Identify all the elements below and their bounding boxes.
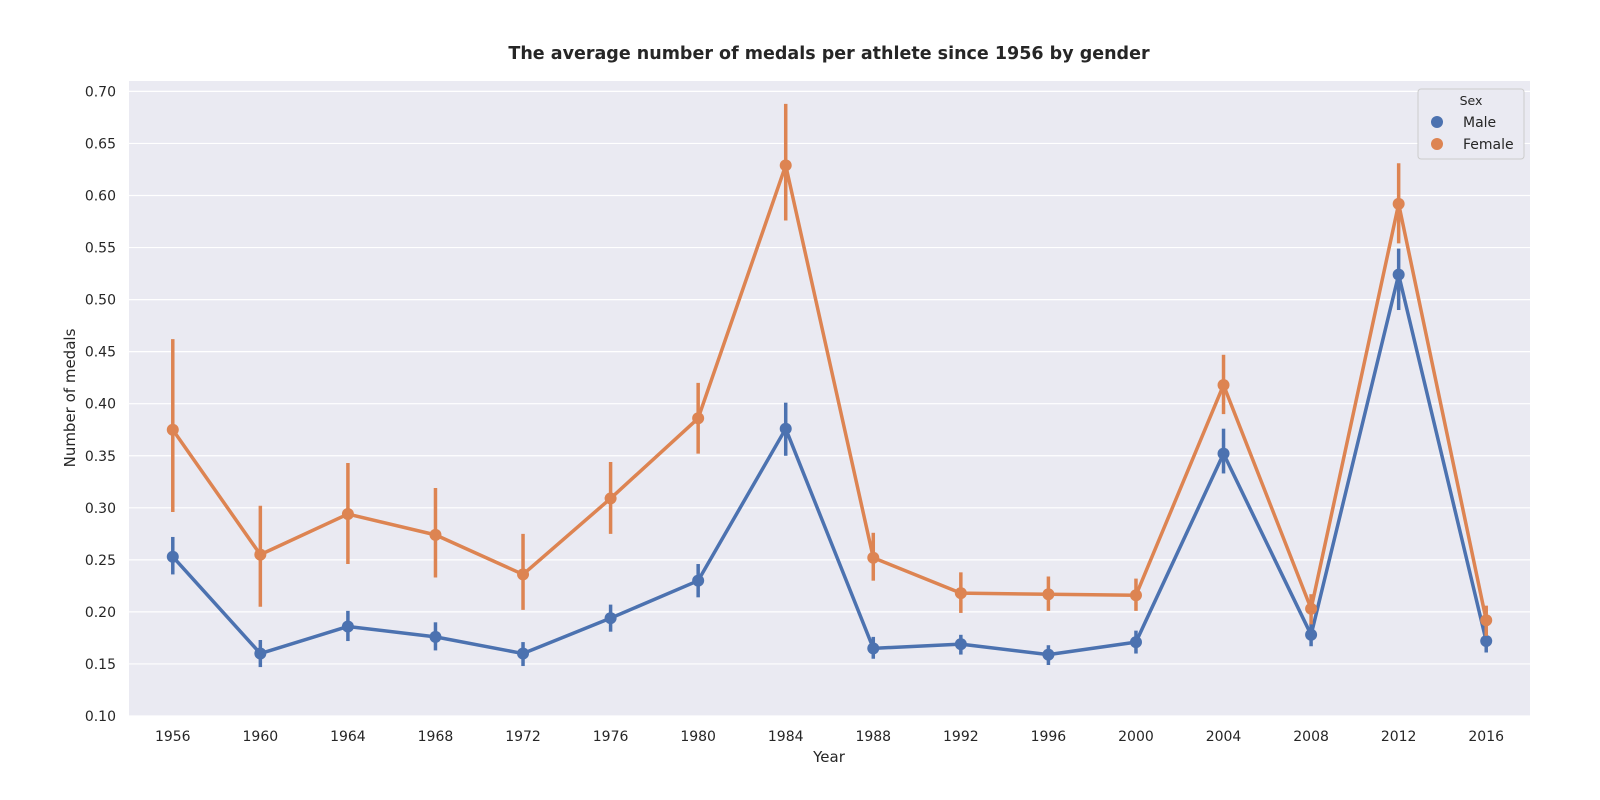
data-point [1042, 588, 1055, 601]
data-point [1129, 636, 1142, 649]
data-point [1217, 378, 1230, 391]
plot-background [129, 81, 1530, 716]
data-point [517, 647, 530, 660]
x-tick-label: 1996 [1031, 729, 1067, 745]
legend-marker-female [1431, 138, 1443, 150]
series-male [166, 248, 1493, 668]
data-point [779, 159, 792, 172]
data-point [604, 492, 617, 505]
data-point [429, 528, 442, 541]
data-point [166, 423, 179, 436]
x-tick-label: 2012 [1381, 729, 1417, 745]
data-point [1392, 197, 1405, 210]
y-tick-label: 0.55 [85, 241, 116, 257]
series-line [171, 163, 1488, 621]
y-tick-label: 0.15 [85, 657, 116, 673]
data-point [341, 508, 354, 521]
x-tick-label: 2008 [1293, 729, 1329, 745]
x-tick-label: 1972 [505, 729, 541, 745]
y-tick-label: 0.60 [85, 189, 116, 205]
x-tick-label: 2004 [1206, 729, 1242, 745]
y-axis-label: Number of medals [61, 328, 79, 467]
grid-lines [129, 90, 1530, 717]
x-tick-label: 1960 [243, 729, 279, 745]
data-point [1480, 614, 1493, 627]
data-point [867, 551, 880, 564]
series-female [166, 103, 1493, 636]
x-axis-label: Year [812, 748, 846, 766]
legend-title: Sex [1460, 93, 1483, 108]
x-tick-label: 2000 [1118, 729, 1154, 745]
y-tick-label: 0.45 [85, 345, 116, 361]
legend: Sex Male Female [1417, 88, 1525, 160]
x-tick-label: 1984 [768, 729, 804, 745]
x-tick-labels: 1956 1960 1964 1968 1972 1976 1980 1984 1988 1992… [155, 729, 1504, 745]
data-point [429, 630, 442, 643]
data-point [779, 422, 792, 435]
x-tick-label: 1968 [418, 729, 454, 745]
data-point [1305, 628, 1318, 641]
data-point [954, 587, 967, 600]
data-point [604, 612, 617, 625]
y-tick-label: 0.35 [85, 449, 116, 465]
y-tick-label: 0.65 [85, 136, 116, 152]
chart-title: The average number of medals per athlete… [508, 44, 1150, 64]
y-tick-label: 0.20 [85, 605, 116, 621]
data-point [341, 620, 354, 633]
legend-label: Female [1463, 137, 1514, 153]
data-point [1480, 635, 1493, 648]
y-tick-label: 0.50 [85, 293, 116, 309]
data-point [1305, 602, 1318, 615]
legend-marker-male [1431, 116, 1443, 128]
series-layer [166, 103, 1493, 668]
data-point [254, 548, 267, 561]
data-point [166, 550, 179, 563]
data-point [517, 568, 530, 581]
x-tick-label: 1988 [855, 729, 891, 745]
data-point [254, 647, 267, 660]
x-tick-label: 1976 [593, 729, 629, 745]
y-tick-labels: 0.10 0.15 0.20 0.25 0.30 0.35 0.40 0.45 0.50 0.55… [85, 84, 116, 725]
data-point [1217, 447, 1230, 460]
data-point [867, 642, 880, 655]
y-tick-label: 0.40 [85, 397, 116, 413]
data-point [954, 638, 967, 651]
x-tick-label: 1980 [680, 729, 716, 745]
x-tick-label: 2016 [1468, 729, 1504, 745]
legend-label: Male [1463, 115, 1496, 131]
x-tick-label: 1964 [330, 729, 366, 745]
x-tick-label: 1992 [943, 729, 979, 745]
data-point [1129, 589, 1142, 602]
x-tick-label: 1956 [155, 729, 191, 745]
y-tick-label: 0.10 [85, 709, 116, 725]
data-point [692, 412, 705, 425]
y-tick-label: 0.30 [85, 501, 116, 517]
y-tick-label: 0.25 [85, 553, 116, 569]
data-point [1042, 648, 1055, 661]
data-point [1392, 268, 1405, 281]
y-tick-label: 0.70 [85, 84, 116, 100]
series-line [171, 272, 1488, 657]
legend-items: Male Female [1431, 115, 1514, 153]
data-point [692, 574, 705, 587]
legend-box [1417, 88, 1525, 160]
